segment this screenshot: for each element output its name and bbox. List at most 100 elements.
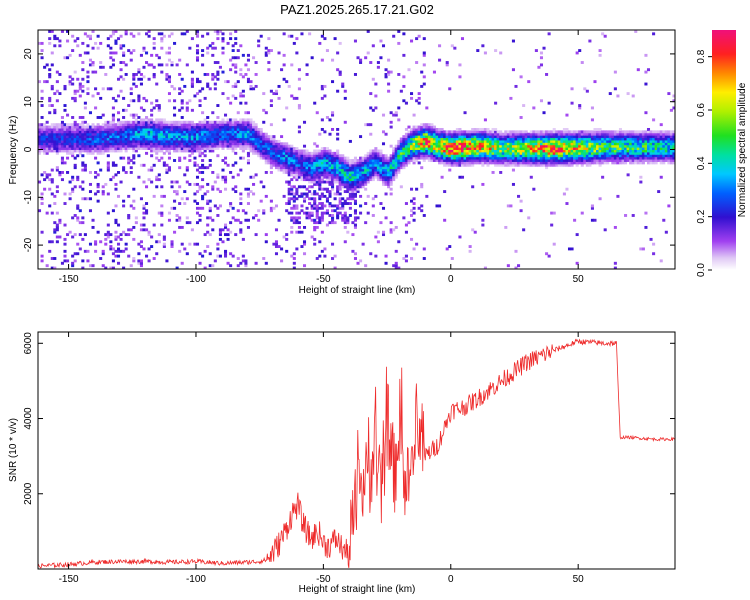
spectrogram-cell [318,159,322,162]
spectrogram-cell [152,75,156,79]
spectrogram-cell [55,168,59,172]
spectrogram-cell [522,228,526,232]
spectrogram-cell [539,135,544,139]
spectrogram-cell [310,185,314,189]
spectrogram-cell [150,149,154,153]
spectrogram-cell [560,142,564,146]
spectrogram-cell [40,116,44,119]
spectrogram-cell [297,68,301,72]
spectrogram-cell [611,144,615,148]
spectrogram-cell [302,240,307,244]
spectrogram-cell [336,175,340,179]
spectrogram-cell [206,46,210,50]
spectrogram-cell [356,163,360,167]
spectrogram-cell [562,139,566,143]
spectrogram-cell [583,151,587,155]
spectrogram-cell [410,144,414,148]
spectrogram-cell [246,139,250,143]
spectrogram-cell [468,159,472,162]
spectrogram-cell [641,132,645,136]
spectrogram-cell [165,125,169,129]
spectrogram-cell [636,147,640,150]
spectrogram-cell [402,135,406,139]
spectrogram-cell [246,151,250,155]
spectrogram-cell [48,37,52,41]
spectrogram-cell [547,151,551,155]
spectrogram-cell [40,197,44,201]
spectrogram-cell [122,266,126,269]
spectrogram-cell [506,130,510,134]
spectrogram-cell [170,132,174,136]
spectrogram-cell [374,161,378,165]
spectrogram-cell [320,214,324,217]
spectrogram-cell [249,123,253,127]
spectrogram-cell [392,147,396,150]
spectrogram-cell [290,192,294,196]
spectrogram-cell [328,180,332,184]
spectrogram-cell [96,139,100,143]
spectrogram-cell [193,127,197,131]
spectrogram-cell [231,163,235,167]
spectrogram-cell [101,151,105,155]
spectrogram-cell [435,130,439,134]
spectrogram-cell [167,139,171,143]
spectrogram-cell [389,159,393,162]
spectrogram-cell [180,149,184,153]
spectrogram-cell [537,147,541,150]
spectrogram-cell [142,142,146,146]
spectrogram-cell [598,53,602,57]
spectrogram-cell [320,163,324,167]
spectrogram-cell [315,156,319,160]
spectrogram-cell [506,156,510,160]
spectrogram-cell [119,135,123,139]
spectrogram-cell [588,132,592,136]
spectrogram-cell [86,123,90,127]
spectrogram-cell [190,123,194,127]
spectrogram-cell [374,106,378,110]
spectrogram-cell [229,204,233,208]
spectrogram-cell [119,144,123,148]
spectrogram-cell [328,202,332,205]
spectrogram-cell [173,206,177,210]
spectrogram-cell [287,151,291,155]
spectrogram-cell [221,132,225,136]
spectrogram-cell [185,135,189,139]
spectrogram-cell [397,266,401,269]
spectrogram-cell [43,135,47,139]
spectrogram-cell [175,130,179,134]
spectrogram-cell [91,135,95,139]
spectrogram-cell [466,154,470,158]
spectrogram-cell [397,142,401,146]
spectrogram-cell [626,130,630,134]
spectrogram-cell [369,106,373,110]
spectrogram-cell [104,139,108,143]
spectrogram-cell [310,235,314,239]
spectrogram-cell [50,178,54,182]
spectrogram-cell [239,156,243,160]
spectrogram-cell [313,163,317,167]
spectrogram-cell [634,149,638,153]
spectrogram-cell [341,168,345,172]
spectrogram-cell [285,166,289,170]
spectrogram-cell [165,168,169,172]
spectrogram-cell [178,139,182,143]
spectrogram-cell [96,130,100,134]
spectrogram-cell [206,32,210,36]
spectrogram-cell [195,49,200,53]
spectrogram-cell [343,218,347,222]
spectrogram-cell [404,161,408,165]
spectrogram-cell [427,154,431,158]
spectrogram-cell [486,163,490,167]
spectrogram-cell [216,175,220,179]
spectrogram-cell [231,147,235,150]
spectrogram-cell [249,80,253,84]
spectrogram-cell [613,144,617,148]
spectrogram-cell [626,135,630,139]
spectrogram-cell [55,135,59,139]
spectrogram-cell [185,120,189,124]
spectrogram-cell [213,135,217,139]
spectrogram-cell [249,135,253,139]
spectrogram-cell [448,144,452,148]
spectrogram-cell [190,142,194,146]
spectrogram-cell [106,87,110,91]
